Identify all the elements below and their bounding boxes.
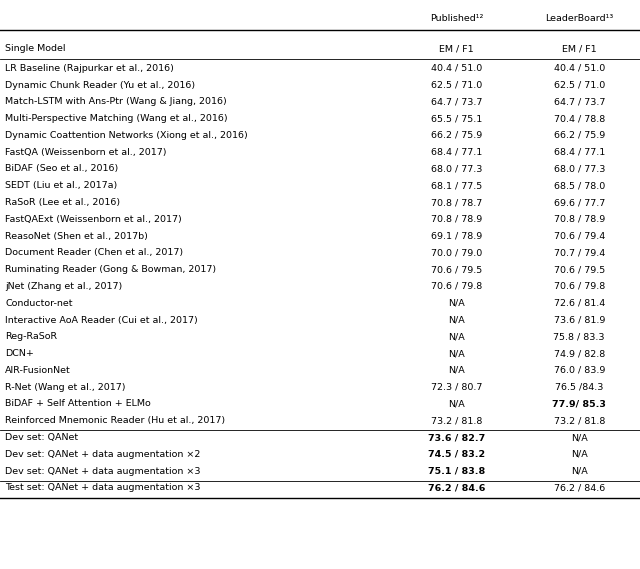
Text: 66.2 / 75.9: 66.2 / 75.9 [554, 131, 605, 140]
Text: 68.0 / 77.3: 68.0 / 77.3 [554, 164, 605, 174]
Text: Document Reader (Chen et al., 2017): Document Reader (Chen et al., 2017) [5, 248, 183, 257]
Text: Dev set: QANet + data augmentation ×2: Dev set: QANet + data augmentation ×2 [5, 450, 200, 459]
Text: 73.6 / 81.9: 73.6 / 81.9 [554, 315, 605, 324]
Text: Test set: QANet + data augmentation ×3: Test set: QANet + data augmentation ×3 [5, 483, 200, 492]
Text: Interactive AoA Reader (Cui et al., 2017): Interactive AoA Reader (Cui et al., 2017… [5, 315, 198, 324]
Text: 76.2 / 84.6: 76.2 / 84.6 [554, 483, 605, 492]
Text: Reinforced Mnemonic Reader (Hu et al., 2017): Reinforced Mnemonic Reader (Hu et al., 2… [5, 416, 225, 425]
Text: N/A: N/A [448, 299, 465, 308]
Text: Match-LSTM with Ans-Ptr (Wang & Jiang, 2016): Match-LSTM with Ans-Ptr (Wang & Jiang, 2… [5, 97, 227, 106]
Text: 69.1 / 78.9: 69.1 / 78.9 [431, 232, 482, 241]
Text: 77.9/ 85.3: 77.9/ 85.3 [552, 399, 606, 409]
Text: 70.7 / 79.4: 70.7 / 79.4 [554, 248, 605, 257]
Text: 66.2 / 75.9: 66.2 / 75.9 [431, 131, 482, 140]
Text: 73.6 / 82.7: 73.6 / 82.7 [428, 433, 485, 442]
Text: ReasoNet (Shen et al., 2017b): ReasoNet (Shen et al., 2017b) [5, 232, 148, 241]
Text: 70.6 / 79.5: 70.6 / 79.5 [431, 265, 482, 274]
Text: 70.6 / 79.5: 70.6 / 79.5 [554, 265, 605, 274]
Text: AIR-FusionNet: AIR-FusionNet [5, 366, 71, 375]
Text: N/A: N/A [448, 332, 465, 341]
Text: 64.7 / 73.7: 64.7 / 73.7 [431, 97, 482, 106]
Text: N/A: N/A [571, 467, 588, 476]
Text: 73.2 / 81.8: 73.2 / 81.8 [431, 416, 482, 425]
Text: 64.7 / 73.7: 64.7 / 73.7 [554, 97, 605, 106]
Text: 70.4 / 78.8: 70.4 / 78.8 [554, 114, 605, 123]
Text: 62.5 / 71.0: 62.5 / 71.0 [554, 80, 605, 89]
Text: R-Net (Wang et al., 2017): R-Net (Wang et al., 2017) [5, 382, 125, 391]
Text: N/A: N/A [571, 450, 588, 459]
Text: Reg-RaSoR: Reg-RaSoR [5, 332, 57, 341]
Text: 62.5 / 71.0: 62.5 / 71.0 [431, 80, 482, 89]
Text: 69.6 / 77.7: 69.6 / 77.7 [554, 198, 605, 207]
Text: 74.9 / 82.8: 74.9 / 82.8 [554, 349, 605, 358]
Text: Conductor-net: Conductor-net [5, 299, 72, 308]
Text: 75.8 / 83.3: 75.8 / 83.3 [554, 332, 605, 341]
Text: 76.0 / 83.9: 76.0 / 83.9 [554, 366, 605, 375]
Text: 70.0 / 79.0: 70.0 / 79.0 [431, 248, 482, 257]
Text: N/A: N/A [448, 399, 465, 409]
Text: EM / F1: EM / F1 [562, 44, 596, 53]
Text: 76.5 /84.3: 76.5 /84.3 [555, 382, 604, 391]
Text: 40.4 / 51.0: 40.4 / 51.0 [554, 64, 605, 73]
Text: BiDAF + Self Attention + ELMo: BiDAF + Self Attention + ELMo [5, 399, 151, 409]
Text: RaSoR (Lee et al., 2016): RaSoR (Lee et al., 2016) [5, 198, 120, 207]
Text: N/A: N/A [571, 433, 588, 442]
Text: N/A: N/A [448, 315, 465, 324]
Text: 68.1 / 77.5: 68.1 / 77.5 [431, 181, 482, 190]
Text: DCN+: DCN+ [5, 349, 34, 358]
Text: 68.5 / 78.0: 68.5 / 78.0 [554, 181, 605, 190]
Text: 76.2 / 84.6: 76.2 / 84.6 [428, 483, 485, 492]
Text: EM / F1: EM / F1 [439, 44, 474, 53]
Text: 75.1 / 83.8: 75.1 / 83.8 [428, 467, 485, 476]
Text: 70.8 / 78.9: 70.8 / 78.9 [431, 215, 482, 224]
Text: 40.4 / 51.0: 40.4 / 51.0 [431, 64, 482, 73]
Text: LR Baseline (Rajpurkar et al., 2016): LR Baseline (Rajpurkar et al., 2016) [5, 64, 174, 73]
Text: Dynamic Coattention Networks (Xiong et al., 2016): Dynamic Coattention Networks (Xiong et a… [5, 131, 248, 140]
Text: 70.8 / 78.9: 70.8 / 78.9 [554, 215, 605, 224]
Text: 74.5 / 83.2: 74.5 / 83.2 [428, 450, 485, 459]
Text: 73.2 / 81.8: 73.2 / 81.8 [554, 416, 605, 425]
Text: N/A: N/A [448, 366, 465, 375]
Text: LeaderBoard¹³: LeaderBoard¹³ [545, 14, 613, 23]
Text: 70.6 / 79.8: 70.6 / 79.8 [554, 282, 605, 291]
Text: 70.6 / 79.8: 70.6 / 79.8 [431, 282, 482, 291]
Text: Single Model: Single Model [5, 44, 66, 53]
Text: N/A: N/A [448, 349, 465, 358]
Text: jNet (Zhang et al., 2017): jNet (Zhang et al., 2017) [5, 282, 122, 291]
Text: 72.6 / 81.4: 72.6 / 81.4 [554, 299, 605, 308]
Text: Ruminating Reader (Gong & Bowman, 2017): Ruminating Reader (Gong & Bowman, 2017) [5, 265, 216, 274]
Text: Dynamic Chunk Reader (Yu et al., 2016): Dynamic Chunk Reader (Yu et al., 2016) [5, 80, 195, 89]
Text: 65.5 / 75.1: 65.5 / 75.1 [431, 114, 482, 123]
Text: Dev set: QANet: Dev set: QANet [5, 433, 78, 442]
Text: FastQA (Weissenborn et al., 2017): FastQA (Weissenborn et al., 2017) [5, 147, 166, 156]
Text: 70.6 / 79.4: 70.6 / 79.4 [554, 232, 605, 241]
Text: 68.4 / 77.1: 68.4 / 77.1 [554, 147, 605, 156]
Text: SEDT (Liu et al., 2017a): SEDT (Liu et al., 2017a) [5, 181, 117, 190]
Text: Dev set: QANet + data augmentation ×3: Dev set: QANet + data augmentation ×3 [5, 467, 200, 476]
Text: FastQAExt (Weissenborn et al., 2017): FastQAExt (Weissenborn et al., 2017) [5, 215, 182, 224]
Text: 70.8 / 78.7: 70.8 / 78.7 [431, 198, 482, 207]
Text: Multi-Perspective Matching (Wang et al., 2016): Multi-Perspective Matching (Wang et al.,… [5, 114, 228, 123]
Text: 72.3 / 80.7: 72.3 / 80.7 [431, 382, 482, 391]
Text: Published¹²: Published¹² [429, 14, 483, 23]
Text: BiDAF (Seo et al., 2016): BiDAF (Seo et al., 2016) [5, 164, 118, 174]
Text: 68.4 / 77.1: 68.4 / 77.1 [431, 147, 482, 156]
Text: 68.0 / 77.3: 68.0 / 77.3 [431, 164, 482, 174]
